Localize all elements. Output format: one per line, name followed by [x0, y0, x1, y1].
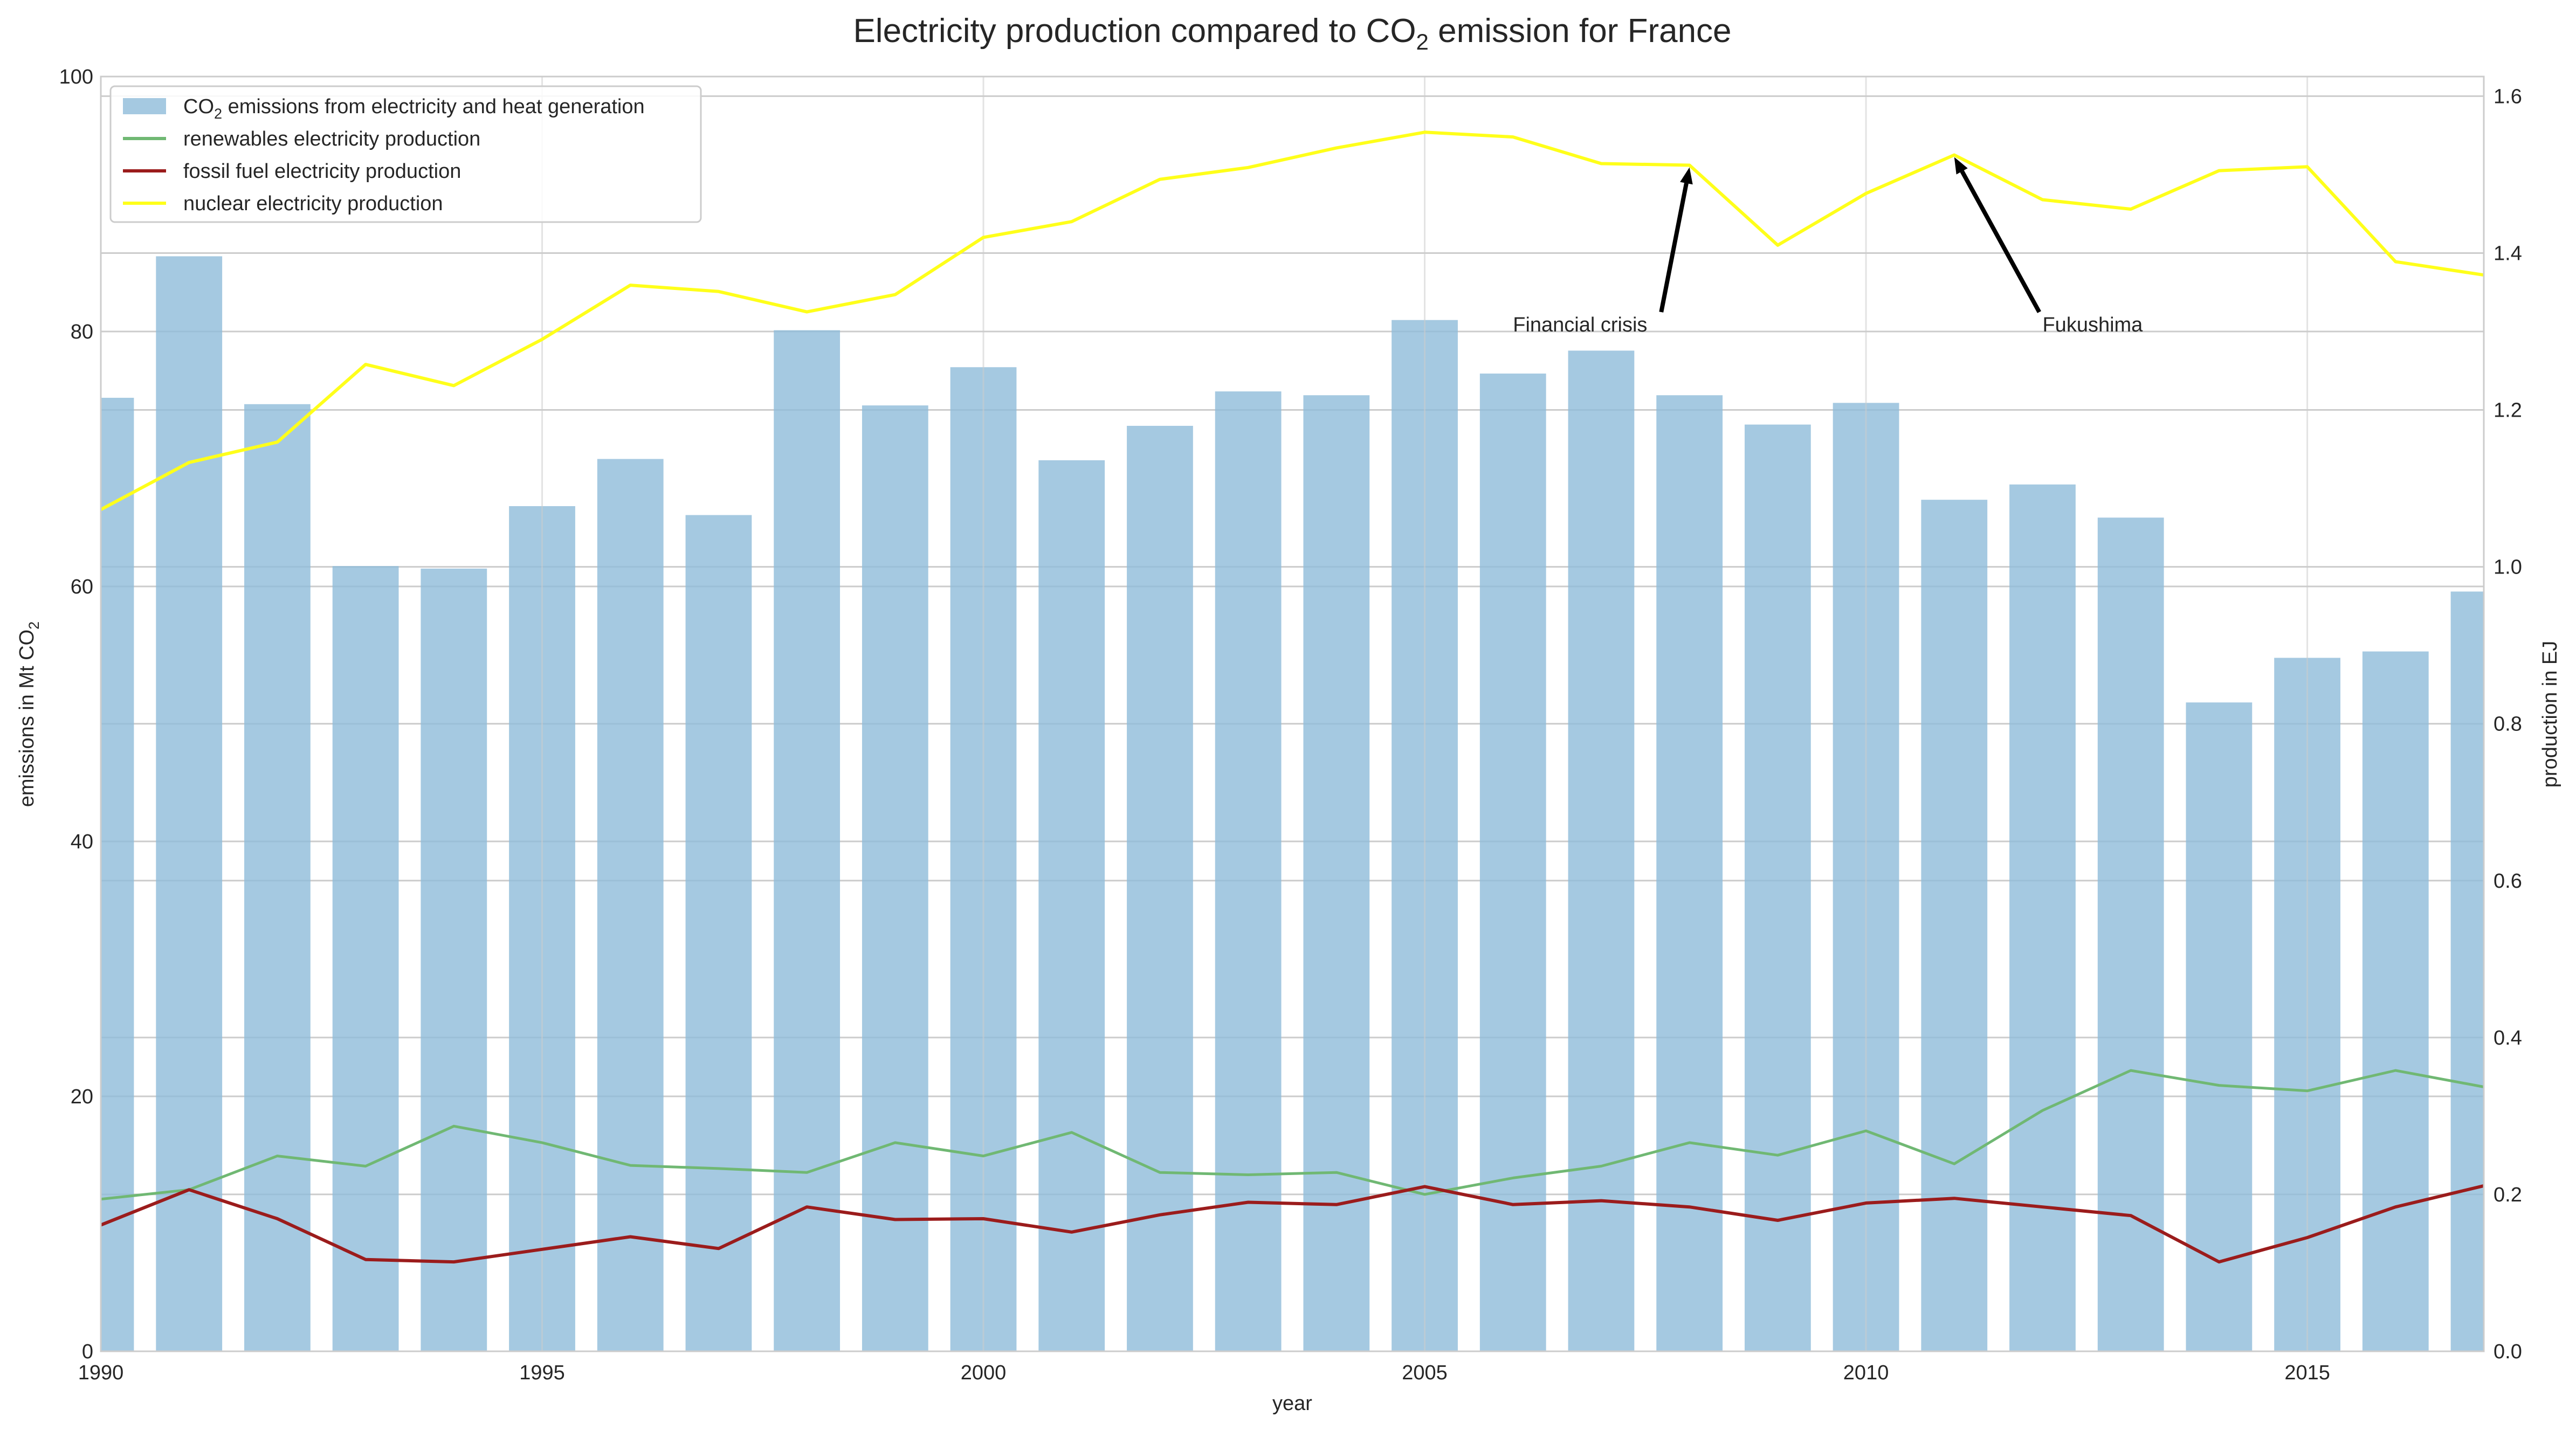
legend: CO2 emissions from electricity and heat …	[109, 85, 702, 223]
gridlines	[101, 75, 2484, 1352]
co2-bar	[244, 404, 311, 1352]
y-left-tick-label: 20	[71, 1086, 93, 1108]
plot-frame	[100, 75, 2485, 1352]
co2-bar	[1921, 500, 1988, 1352]
legend-swatch-bars	[123, 98, 166, 114]
y-axis-right-label: production in EJ	[2539, 641, 2561, 788]
x-tick-label: 1995	[519, 1362, 565, 1384]
annotation-fukushima: Fukushima	[2042, 314, 2143, 336]
co2-bar	[1215, 391, 1282, 1351]
renewables-line	[100, 1069, 2484, 1201]
co2-bar	[1038, 460, 1105, 1351]
co2-bar	[1744, 424, 1811, 1351]
co2-bar	[332, 566, 399, 1351]
annotation-arrowhead	[1954, 157, 1968, 175]
y-right-tick-label: 0.2	[2494, 1184, 2522, 1206]
y-right-tick-label: 0.0	[2494, 1341, 2522, 1363]
co2-bar	[156, 256, 223, 1352]
y-right-tick-label: 0.6	[2494, 870, 2522, 893]
co2-bar	[774, 330, 841, 1351]
legend-frame	[109, 85, 702, 223]
co2-bar	[1479, 374, 1546, 1352]
annotation-financial-crisis: Financial crisis	[1513, 314, 1647, 336]
line-series	[100, 130, 2484, 1264]
x-tick-label: 2000	[961, 1362, 1007, 1384]
y-right-tick-label: 0.4	[2494, 1027, 2522, 1049]
co2-bar	[597, 459, 664, 1351]
y-right-tick-label: 1.6	[2494, 85, 2522, 108]
axes: 0 20 40 60 80 100 0.0 0.2 0.4 0.6 0.8 1.0 1.2 1.4 1.6 1…	[59, 66, 2522, 1384]
co2-bar	[421, 568, 487, 1351]
fossil-fuel-line	[100, 1184, 2484, 1264]
x-tick-label: 2010	[1843, 1362, 1889, 1384]
annotation-arrowhead	[1680, 167, 1693, 185]
co2-bar	[101, 397, 134, 1351]
x-tick-label: 2015	[2284, 1362, 2330, 1384]
co2-bar	[2362, 651, 2429, 1351]
y-left-tick-label: 80	[71, 321, 93, 343]
co2-bar	[862, 405, 928, 1352]
co2-bar	[2009, 484, 2076, 1351]
co2-bar	[685, 515, 752, 1351]
legend-label-bars: CO2 emissions from electricity and heat …	[183, 95, 645, 122]
annotations: Financial crisis Fukushima	[1513, 157, 2143, 336]
legend-label-nuclear: nuclear electricity production	[183, 192, 443, 215]
y-axis-left-label: emissions in Mt CO2	[16, 621, 42, 807]
x-axis-label: year	[1272, 1392, 1312, 1415]
plot-background	[101, 77, 2484, 1351]
legend-label-fossil: fossil fuel electricity production	[183, 160, 461, 183]
y-left-tick-label: 0	[82, 1341, 93, 1363]
x-tick-label: 1990	[78, 1362, 124, 1384]
co2-bar	[1303, 395, 1370, 1351]
y-right-tick-label: 1.0	[2494, 556, 2522, 579]
co2-bar	[1127, 426, 1193, 1351]
legend-label-renewables: renewables electricity production	[183, 128, 480, 150]
co2-bar	[1656, 395, 1723, 1351]
co2-bar	[2186, 702, 2253, 1351]
annotation-arrow	[1659, 183, 1689, 313]
x-tick-label: 2005	[1402, 1362, 1448, 1384]
y-right-tick-label: 1.4	[2494, 242, 2522, 265]
y-left-tick-label: 40	[71, 831, 93, 853]
annotation-arrow	[1960, 170, 2041, 313]
co2-bar	[1568, 350, 1635, 1351]
co2-bar	[2450, 591, 2484, 1351]
y-right-tick-label: 0.8	[2494, 713, 2522, 736]
chart-title: Electricity production compared to CO2 e…	[853, 12, 1731, 54]
y-right-tick-label: 1.2	[2494, 399, 2522, 422]
nuclear-line	[100, 130, 2484, 512]
y-left-tick-label: 60	[71, 576, 93, 598]
y-left-tick-label: 100	[59, 66, 93, 88]
